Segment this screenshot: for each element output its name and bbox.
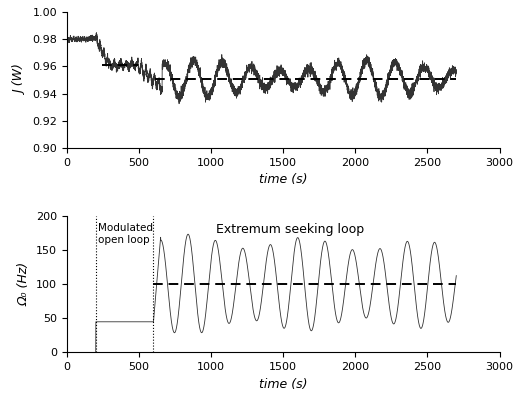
Y-axis label: J (W): J (W) <box>14 65 27 95</box>
X-axis label: time (s): time (s) <box>259 378 307 391</box>
Text: Extremum seeking loop: Extremum seeking loop <box>216 223 365 236</box>
X-axis label: time (s): time (s) <box>259 173 307 187</box>
Y-axis label: Ω₀ (Hz): Ω₀ (Hz) <box>18 262 30 307</box>
Text: Modulated
open loop: Modulated open loop <box>98 223 153 245</box>
